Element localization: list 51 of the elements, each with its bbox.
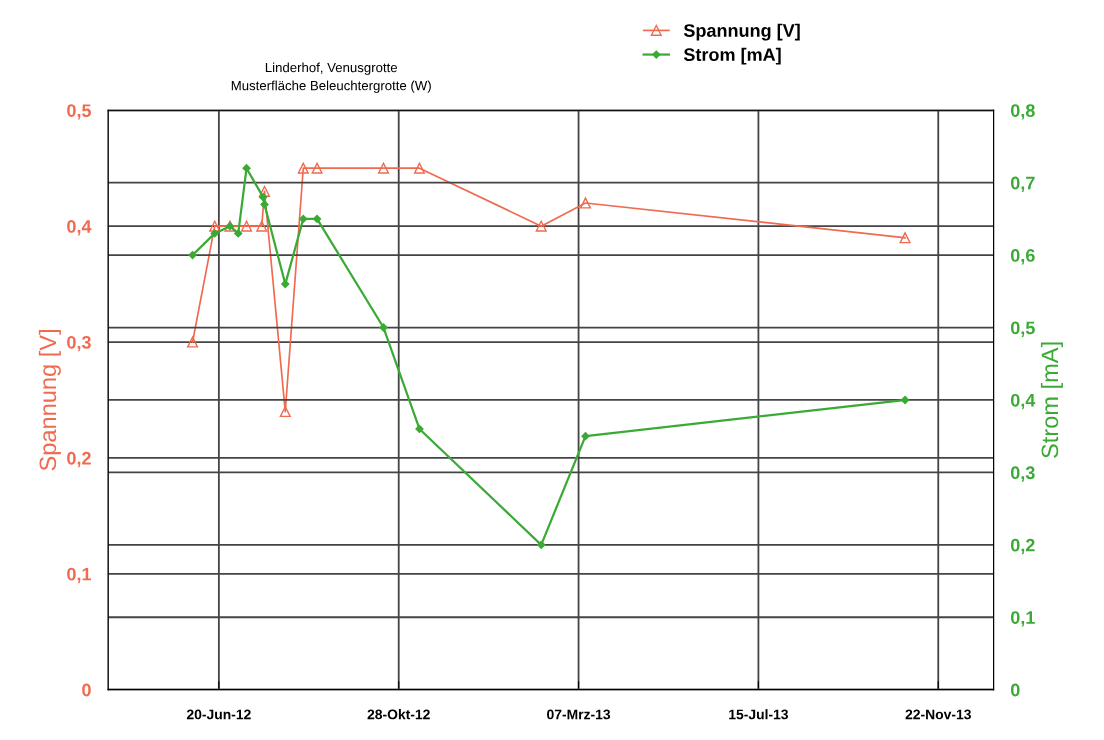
y2-tick-label: 0,6 xyxy=(1010,249,1035,265)
point xyxy=(259,193,268,202)
point xyxy=(899,232,911,244)
point xyxy=(413,162,426,174)
point xyxy=(210,229,219,238)
legend-label: Spannung [V] xyxy=(683,23,800,41)
y2-tick-label: 0,2 xyxy=(1010,538,1035,555)
point xyxy=(581,432,590,441)
point xyxy=(579,197,592,209)
point xyxy=(256,220,268,232)
point xyxy=(377,162,390,174)
point xyxy=(311,162,323,174)
x-tick-label: 15-Jul-13 xyxy=(729,709,789,720)
point xyxy=(299,214,308,224)
point xyxy=(537,540,546,549)
y-tick-label: 0,3 xyxy=(67,335,91,352)
y-tick-label: 0,4 xyxy=(67,220,92,236)
y2-tick-label: 0,7 xyxy=(1010,176,1035,193)
y2-tick-label: 0,8 xyxy=(1010,104,1035,120)
x-tick-label: 20-Jun-12 xyxy=(186,709,251,720)
point xyxy=(240,220,253,232)
y-tick-label: 0,2 xyxy=(67,451,91,468)
legend-label: Strom [mA] xyxy=(683,47,781,65)
point xyxy=(297,162,309,174)
point xyxy=(258,185,271,197)
y2-tick-label: 0,3 xyxy=(1010,466,1035,482)
point xyxy=(312,214,322,224)
point xyxy=(234,229,243,238)
point xyxy=(279,406,291,418)
x-tick-label: 28-Okt-12 xyxy=(367,709,430,720)
x-tick-label: 22-Nov-13 xyxy=(905,709,971,720)
y2-axis-title: Strom [mA] xyxy=(1040,342,1063,458)
x-tick-label: 07-Mrz-13 xyxy=(547,709,611,720)
y-tick-label: 0,5 xyxy=(67,104,92,120)
y2-tick-label: 0,1 xyxy=(1010,611,1035,627)
point xyxy=(415,424,424,434)
point xyxy=(187,336,199,348)
point xyxy=(209,220,221,232)
point xyxy=(260,200,269,209)
point xyxy=(242,164,251,173)
y2-tick-label: 0 xyxy=(1010,683,1020,697)
y-axis-title: Spannung [V] xyxy=(38,330,61,471)
point xyxy=(900,395,910,405)
y2-tick-label: 0,4 xyxy=(1010,393,1036,410)
point xyxy=(379,323,388,332)
chart-title: Linderhof, Venusgrotte Musterfläche Beleuchtergrotte (W) xyxy=(231,62,431,93)
point xyxy=(188,250,197,260)
y-tick-label: 0 xyxy=(82,683,91,697)
y-tick-label: 0,1 xyxy=(67,567,92,584)
point xyxy=(535,220,547,232)
y2-tick-label: 0,5 xyxy=(1010,321,1035,337)
